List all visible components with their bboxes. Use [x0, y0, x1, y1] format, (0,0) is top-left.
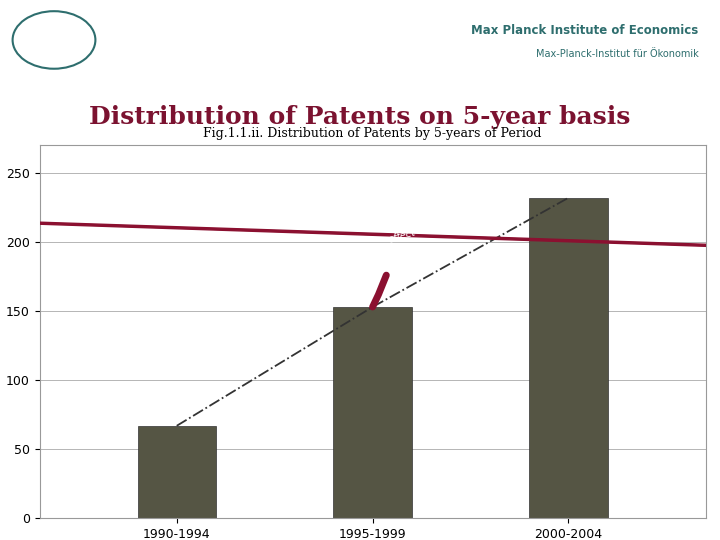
- Title: Fig.1.1.ii. Distribution of Patents by 5-years of Period: Fig.1.1.ii. Distribution of Patents by 5…: [203, 127, 542, 140]
- Text: What
effect: What effect: [384, 217, 417, 245]
- Bar: [138, 426, 216, 518]
- Text: Max-Planck-Institut für Ökonomik: Max-Planck-Institut für Ökonomik: [536, 49, 698, 59]
- Ellipse shape: [0, 196, 720, 274]
- Text: Max Planck Institute of Economics: Max Planck Institute of Economics: [471, 24, 698, 37]
- Bar: [529, 198, 608, 518]
- Text: Distribution of Patents on 5-year basis: Distribution of Patents on 5-year basis: [89, 105, 631, 129]
- Bar: [333, 307, 412, 518]
